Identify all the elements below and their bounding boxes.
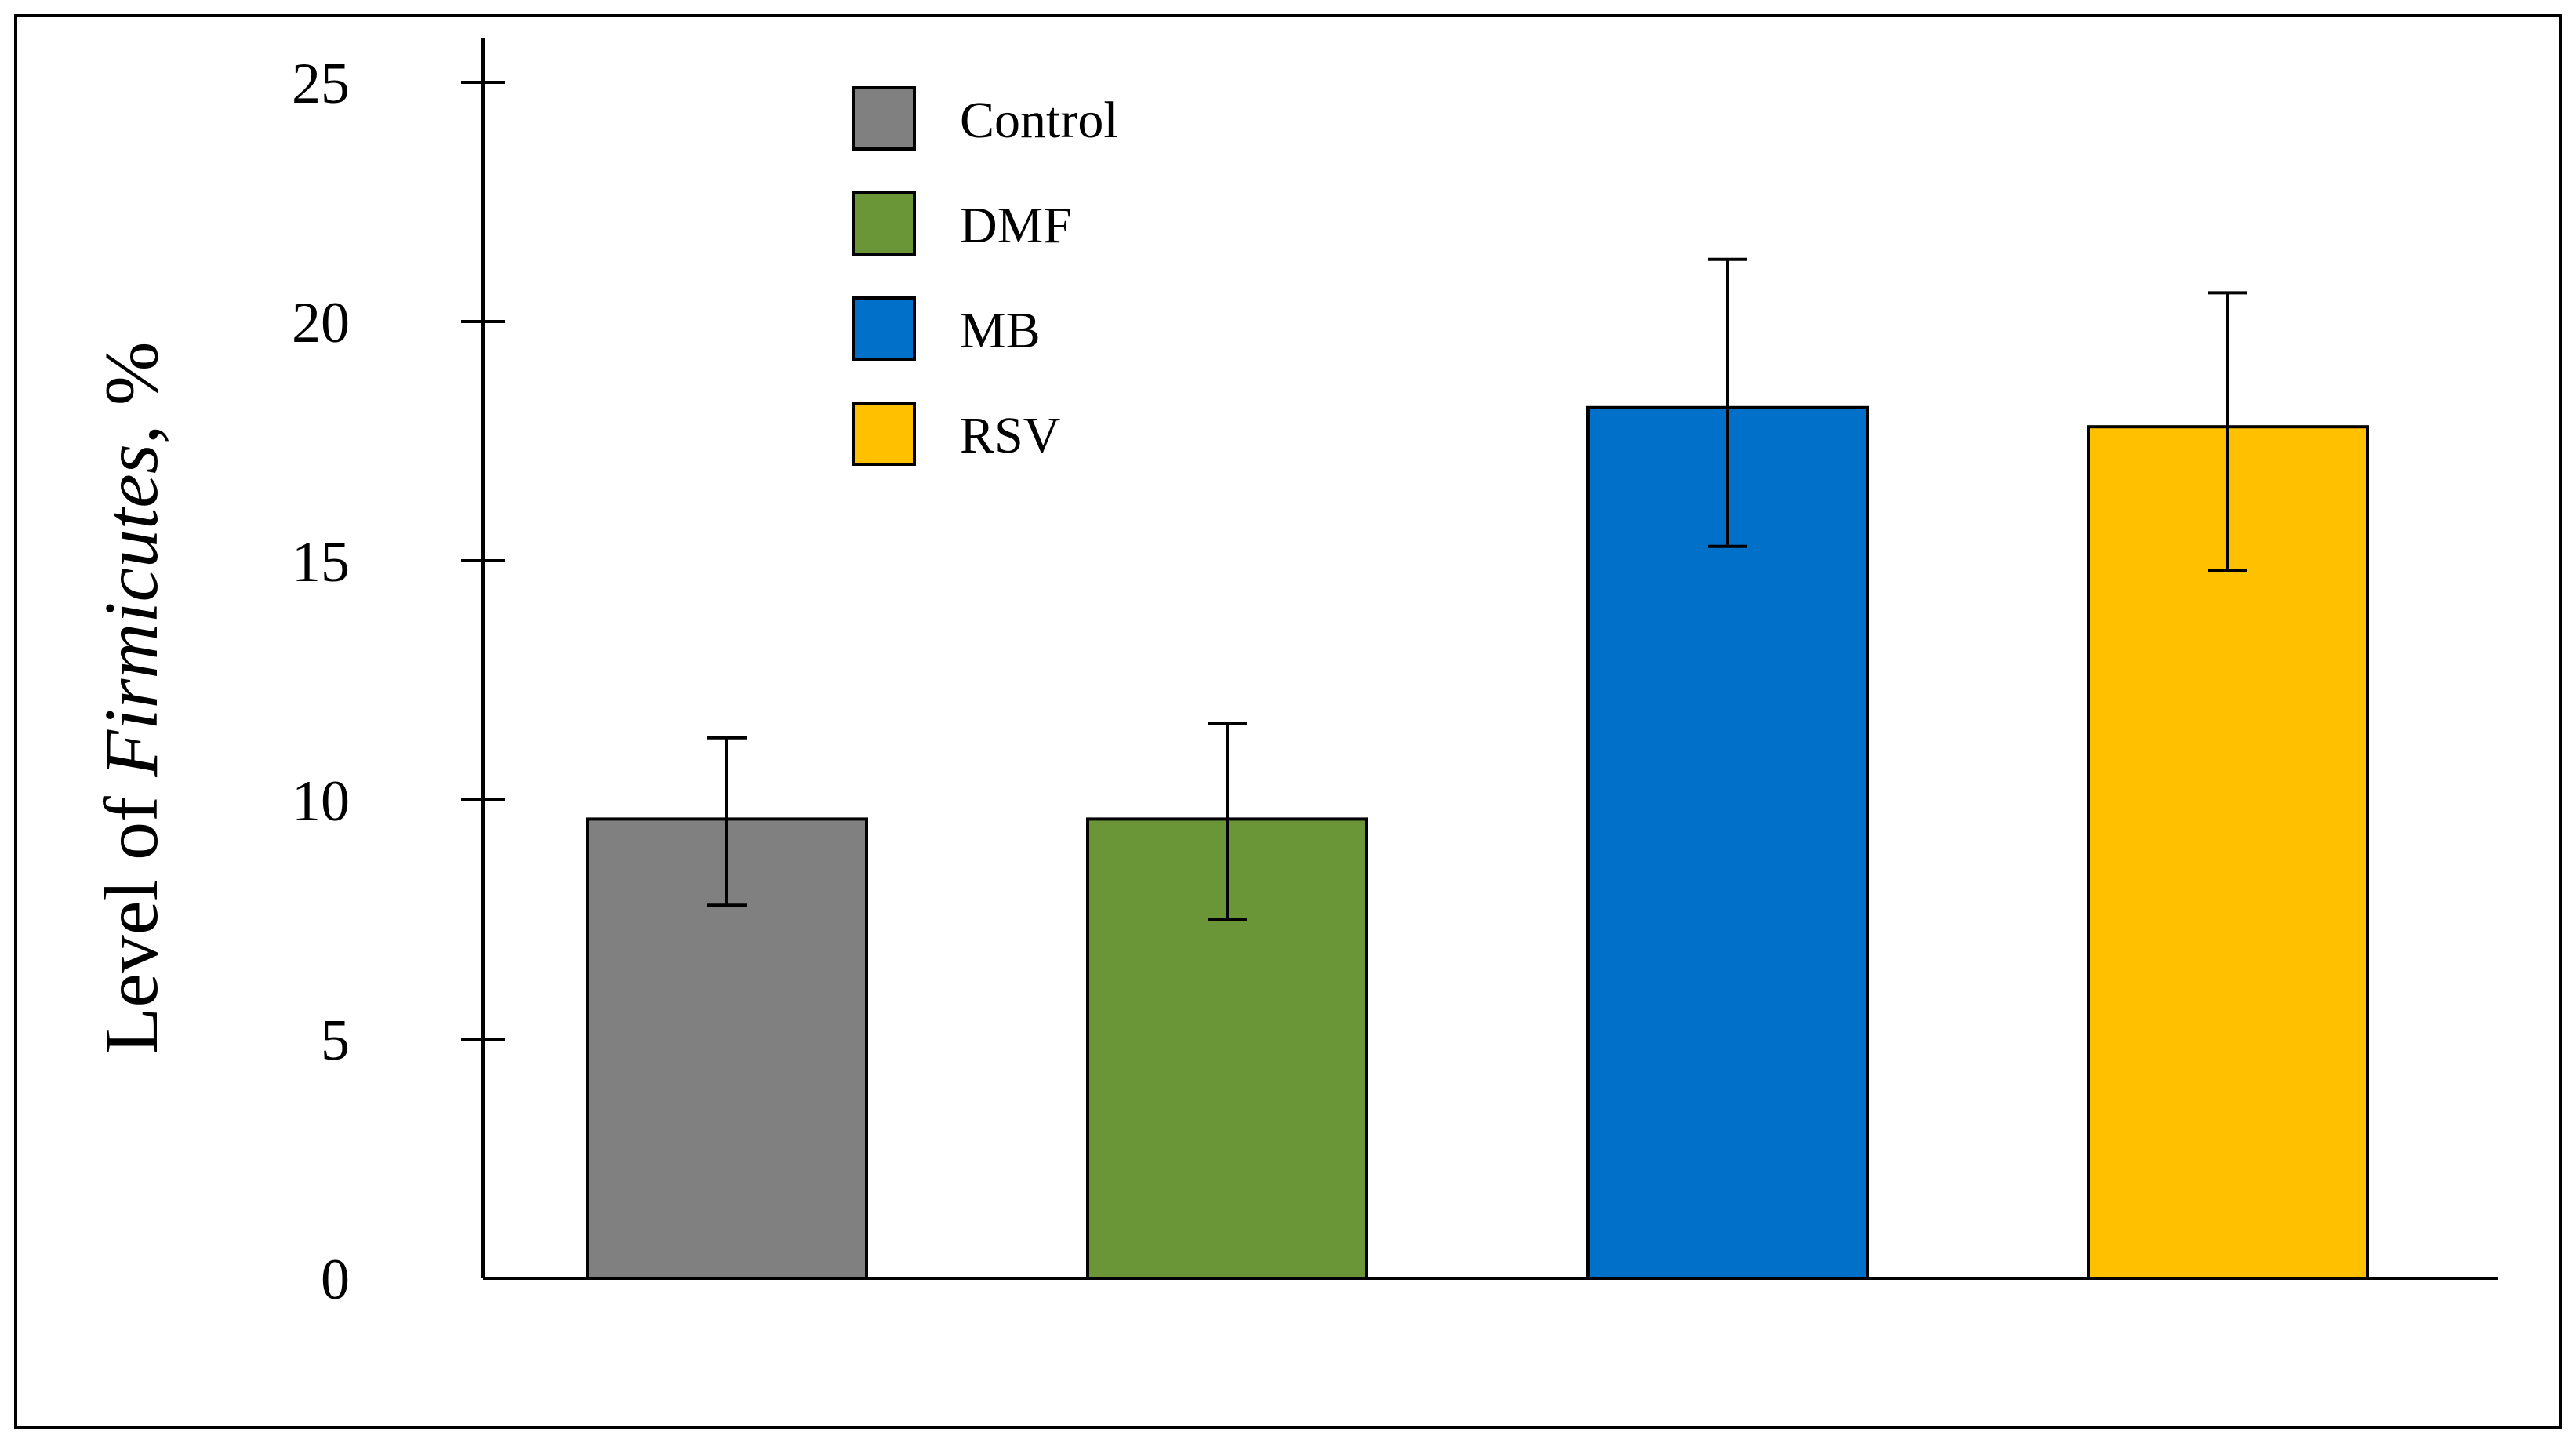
- y-ticks-layer: 0 5 10 15 20 25: [292, 52, 505, 1312]
- legend-swatch-rsv: [852, 402, 916, 466]
- error-bars-layer: [707, 257, 2247, 921]
- y-tick-label: 25: [292, 52, 350, 116]
- y-tick-label: 15: [292, 530, 350, 594]
- legend-label-control: Control: [960, 92, 1118, 149]
- legend-swatch-dmf: [852, 191, 916, 256]
- y-axis-title-prefix: Level of: [89, 777, 174, 1055]
- y-tick-label: 10: [292, 769, 350, 834]
- legend-swatch-control: [852, 86, 916, 151]
- y-tick-label: 20: [292, 291, 350, 355]
- y-axis-title-italic: Firmicutes: [89, 444, 174, 778]
- legend-swatch-mb: [852, 296, 916, 361]
- y-tick-label: 0: [321, 1248, 350, 1312]
- bar-mb: [1586, 405, 1869, 1280]
- y-tick-label: 5: [321, 1009, 350, 1073]
- legend: Control DMF MB RSV: [852, 86, 1118, 466]
- y-axis-title: Level of Firmicutes, %: [89, 342, 174, 1055]
- legend-label-dmf: DMF: [960, 197, 1072, 254]
- legend-label-mb: MB: [960, 302, 1041, 359]
- y-axis-title-suffix: , %: [89, 342, 174, 445]
- legend-label-rsv: RSV: [960, 407, 1060, 464]
